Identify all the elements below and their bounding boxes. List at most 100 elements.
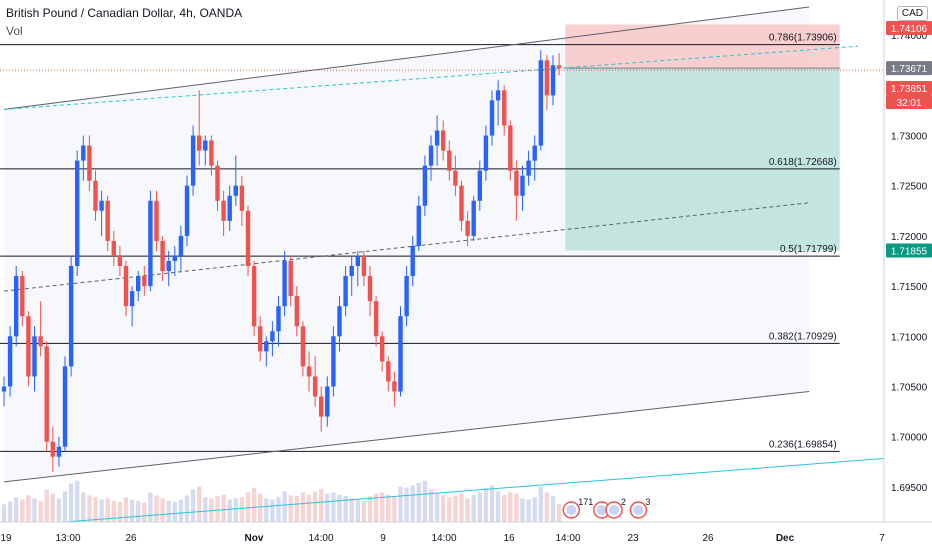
candle-body <box>178 235 184 256</box>
y-tick-label: 1.72000 <box>891 232 928 243</box>
candle-body <box>422 165 428 206</box>
candle-body <box>233 185 238 196</box>
volume-bar <box>111 500 116 522</box>
candle-body <box>172 255 177 261</box>
candle-body <box>166 261 171 272</box>
candle-body <box>294 296 299 327</box>
candle-body <box>184 185 190 236</box>
candle-body <box>221 200 226 221</box>
price-tag-label: 1.74106 <box>891 24 928 35</box>
volume-bar <box>471 494 476 522</box>
candle-body <box>398 316 403 392</box>
volume-bar <box>337 494 342 522</box>
currency-label[interactable]: CAD <box>896 6 928 21</box>
volume-bar <box>178 499 184 522</box>
volume-bar <box>105 498 110 522</box>
volume-bar <box>75 480 80 522</box>
candle-body <box>288 261 293 297</box>
volume-bar <box>62 491 68 522</box>
candle-body <box>502 90 507 126</box>
channel-upper-line <box>3 6 810 110</box>
volume-bar <box>428 489 434 522</box>
candle-body <box>129 291 135 307</box>
volume-bar <box>117 501 123 522</box>
candle-body <box>105 200 110 241</box>
volume-bar <box>520 498 525 522</box>
fib-level-label: 0.382(1.70929) <box>769 331 837 342</box>
position-zones <box>4 7 840 482</box>
x-tick-label: 7 <box>879 533 885 544</box>
y-tick-label: 1.72500 <box>891 182 928 193</box>
volume-bar <box>87 495 92 522</box>
volume-bar <box>221 494 226 522</box>
candle-body <box>282 261 287 307</box>
volume-bar <box>489 485 495 522</box>
candle-body <box>142 276 147 287</box>
candle-body <box>410 245 415 277</box>
volume-bar <box>142 502 147 522</box>
candle-body <box>123 266 129 307</box>
candle-body <box>319 396 324 417</box>
volume-bar <box>483 487 489 522</box>
symbol-title[interactable]: British Pound / Canadian Dollar, 4h, OAN… <box>6 6 243 20</box>
candle-body <box>373 301 379 337</box>
trend-lines <box>0 6 920 523</box>
volume-bar <box>325 493 330 522</box>
event-count: 3 <box>645 497 650 507</box>
volume-bar <box>410 485 415 522</box>
candle-body <box>99 200 104 211</box>
candle-body <box>428 145 434 166</box>
volume-bar <box>404 487 409 522</box>
volume-bar <box>294 496 299 522</box>
volume-bar <box>148 492 153 522</box>
volume-bar <box>190 489 196 522</box>
volume-bar <box>129 499 135 522</box>
volume-bar <box>56 498 62 522</box>
volume-bar <box>453 496 458 522</box>
stop-loss-zone <box>565 24 840 69</box>
price-tag-label: 1.71855 <box>891 246 928 257</box>
candle-body <box>190 135 196 186</box>
candle-body <box>325 386 330 417</box>
volume-bar <box>264 498 269 522</box>
candle-body <box>520 175 525 196</box>
volume-bar <box>556 504 562 522</box>
candle-body <box>215 165 220 201</box>
volume-bar <box>319 488 324 522</box>
flag-icon-inner <box>633 505 644 515</box>
x-tick-label: 19 <box>0 533 12 544</box>
volume-bar <box>434 492 440 522</box>
candle-body <box>111 240 116 256</box>
candle-body <box>331 336 336 387</box>
volume-bar <box>416 483 421 522</box>
volume-indicator-label[interactable]: Vol <box>6 24 23 38</box>
candle-body <box>312 376 318 397</box>
volume-bar <box>514 493 519 522</box>
volume-bar <box>160 498 165 522</box>
x-tick-label: 13:00 <box>55 533 80 544</box>
candle-body <box>434 130 440 146</box>
volume-bar <box>373 493 379 522</box>
volume-bar <box>251 487 257 522</box>
price-tag-label: 32:01 <box>896 98 921 109</box>
volume-bar <box>508 492 513 522</box>
volume-bar <box>154 495 159 522</box>
price-tag <box>886 243 932 258</box>
volume-bar <box>386 494 391 522</box>
candle-body <box>337 306 342 337</box>
flag-icon-inner <box>596 505 607 515</box>
candle-body <box>203 140 208 151</box>
candle-body <box>489 100 495 136</box>
channel-lower-line <box>3 391 810 483</box>
price-tag-label: 1.73651 <box>891 84 928 95</box>
volume-bar <box>288 495 293 522</box>
candle-body <box>197 135 202 151</box>
x-tick-label: Nov <box>245 533 264 544</box>
x-tick-label: 14:00 <box>308 533 333 544</box>
y-tick-label: 1.71000 <box>891 332 928 343</box>
candle-body <box>392 381 397 392</box>
volume-bar <box>306 494 312 522</box>
candle-body <box>526 160 531 176</box>
volume-bar <box>32 498 37 522</box>
